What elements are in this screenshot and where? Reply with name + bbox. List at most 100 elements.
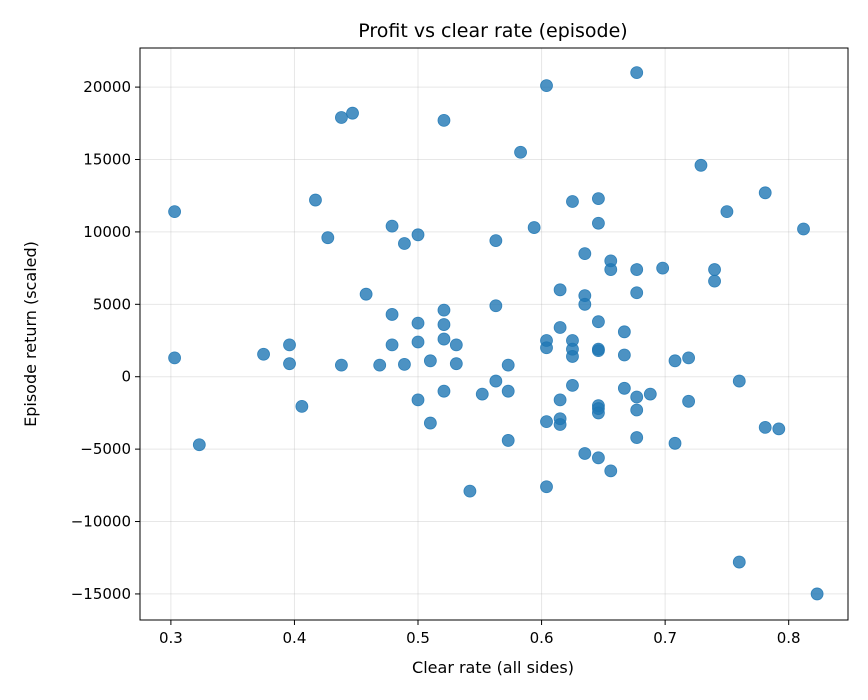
scatter-point xyxy=(682,394,696,408)
scatter-point xyxy=(437,332,451,346)
scatter-point xyxy=(335,358,348,372)
scatter-point xyxy=(540,415,553,429)
scatter-point xyxy=(527,221,541,234)
scatter-point xyxy=(732,555,746,569)
x-tick-label: 0.7 xyxy=(653,629,677,647)
y-tick-label: −10000 xyxy=(71,513,131,531)
scatter-point xyxy=(720,205,734,219)
y-tick-label: 0 xyxy=(121,368,131,386)
scatter-point xyxy=(437,114,451,127)
scatter-point xyxy=(630,263,644,276)
y-tick-label: −15000 xyxy=(71,585,131,603)
scatter-point xyxy=(553,393,567,407)
scatter-point xyxy=(617,325,631,339)
scatter-point xyxy=(283,357,296,371)
scatter-point xyxy=(514,145,527,159)
scatter-point xyxy=(566,379,579,392)
y-tick-label: −5000 xyxy=(80,440,131,458)
scatter-point xyxy=(398,358,411,371)
scatter-point xyxy=(283,338,296,352)
y-axis-label: Episode return (scaled) xyxy=(21,241,40,427)
x-tick-label: 0.5 xyxy=(406,629,430,647)
scatter-point xyxy=(540,341,553,355)
scatter-point xyxy=(489,234,503,247)
scatter-point xyxy=(437,318,451,331)
scatter-point xyxy=(192,438,206,452)
scatter-point xyxy=(592,406,605,420)
scatter-point xyxy=(309,193,322,207)
scatter-point xyxy=(540,79,553,93)
scatter-point xyxy=(682,351,696,365)
scatter-point xyxy=(694,158,708,172)
scatter-point xyxy=(604,263,618,276)
scatter-point xyxy=(643,387,657,401)
data-points xyxy=(168,66,824,601)
scatter-point xyxy=(592,451,605,465)
scatter-point xyxy=(566,195,579,208)
scatter-point xyxy=(592,315,605,329)
scatter-point xyxy=(668,436,682,450)
x-tick-label: 0.6 xyxy=(530,629,554,647)
scatter-point xyxy=(708,274,721,288)
scatter-point xyxy=(373,358,387,372)
scatter-point xyxy=(630,431,644,444)
scatter-point xyxy=(346,106,359,120)
scatter-point xyxy=(553,283,567,297)
scatter-point xyxy=(463,484,477,498)
scatter-point xyxy=(578,447,592,460)
scatter-point xyxy=(257,347,270,361)
scatter-point xyxy=(630,403,644,417)
scatter-point xyxy=(423,354,437,368)
scatter-point xyxy=(566,350,579,363)
scatter-point xyxy=(489,299,503,313)
scatter-point xyxy=(604,464,618,478)
scatter-point xyxy=(772,422,786,436)
grid-lines xyxy=(140,48,848,620)
scatter-point xyxy=(592,216,605,230)
x-tick-label: 0.8 xyxy=(777,629,801,647)
scatter-point xyxy=(385,308,399,321)
scatter-point xyxy=(708,263,721,276)
scatter-point xyxy=(168,351,181,365)
scatter-point xyxy=(553,418,567,431)
scatter-point xyxy=(411,335,425,349)
scatter-point xyxy=(398,237,411,250)
scatter-point xyxy=(437,384,451,398)
scatter-point xyxy=(656,261,670,275)
scatter-point xyxy=(617,381,631,395)
y-tick-label: 20000 xyxy=(83,78,131,96)
x-tick-label: 0.3 xyxy=(159,629,183,647)
scatter-point xyxy=(592,192,605,206)
scatter-point xyxy=(385,338,399,352)
scatter-point xyxy=(449,338,463,352)
scatter-point xyxy=(617,348,631,362)
scatter-point xyxy=(501,384,515,398)
y-tick-label: 5000 xyxy=(93,295,131,313)
scatter-point xyxy=(359,287,373,301)
x-axis-ticks: 0.3 0.4 0.5 0.6 0.7 0.8 xyxy=(159,620,801,647)
scatter-point xyxy=(411,393,425,407)
scatter-point xyxy=(578,247,592,261)
scatter-point xyxy=(630,66,644,80)
scatter-point xyxy=(501,434,515,447)
scatter-point xyxy=(578,297,592,311)
scatter-point xyxy=(489,374,503,388)
scatter-point xyxy=(630,286,644,300)
scatter-point xyxy=(630,390,644,404)
y-tick-label: 15000 xyxy=(83,151,131,169)
scatter-point xyxy=(540,480,553,494)
x-tick-label: 0.4 xyxy=(283,629,307,647)
scatter-point xyxy=(553,321,567,334)
scatter-point xyxy=(411,228,425,242)
y-tick-label: 10000 xyxy=(83,223,131,241)
scatter-point xyxy=(385,219,399,233)
scatter-point xyxy=(295,400,309,413)
scatter-point xyxy=(758,186,772,200)
scatter-point xyxy=(335,111,348,124)
scatter-point xyxy=(810,587,824,601)
scatter-point xyxy=(423,416,437,430)
chart-title: Profit vs clear rate (episode) xyxy=(358,20,627,42)
scatter-point xyxy=(501,358,515,372)
